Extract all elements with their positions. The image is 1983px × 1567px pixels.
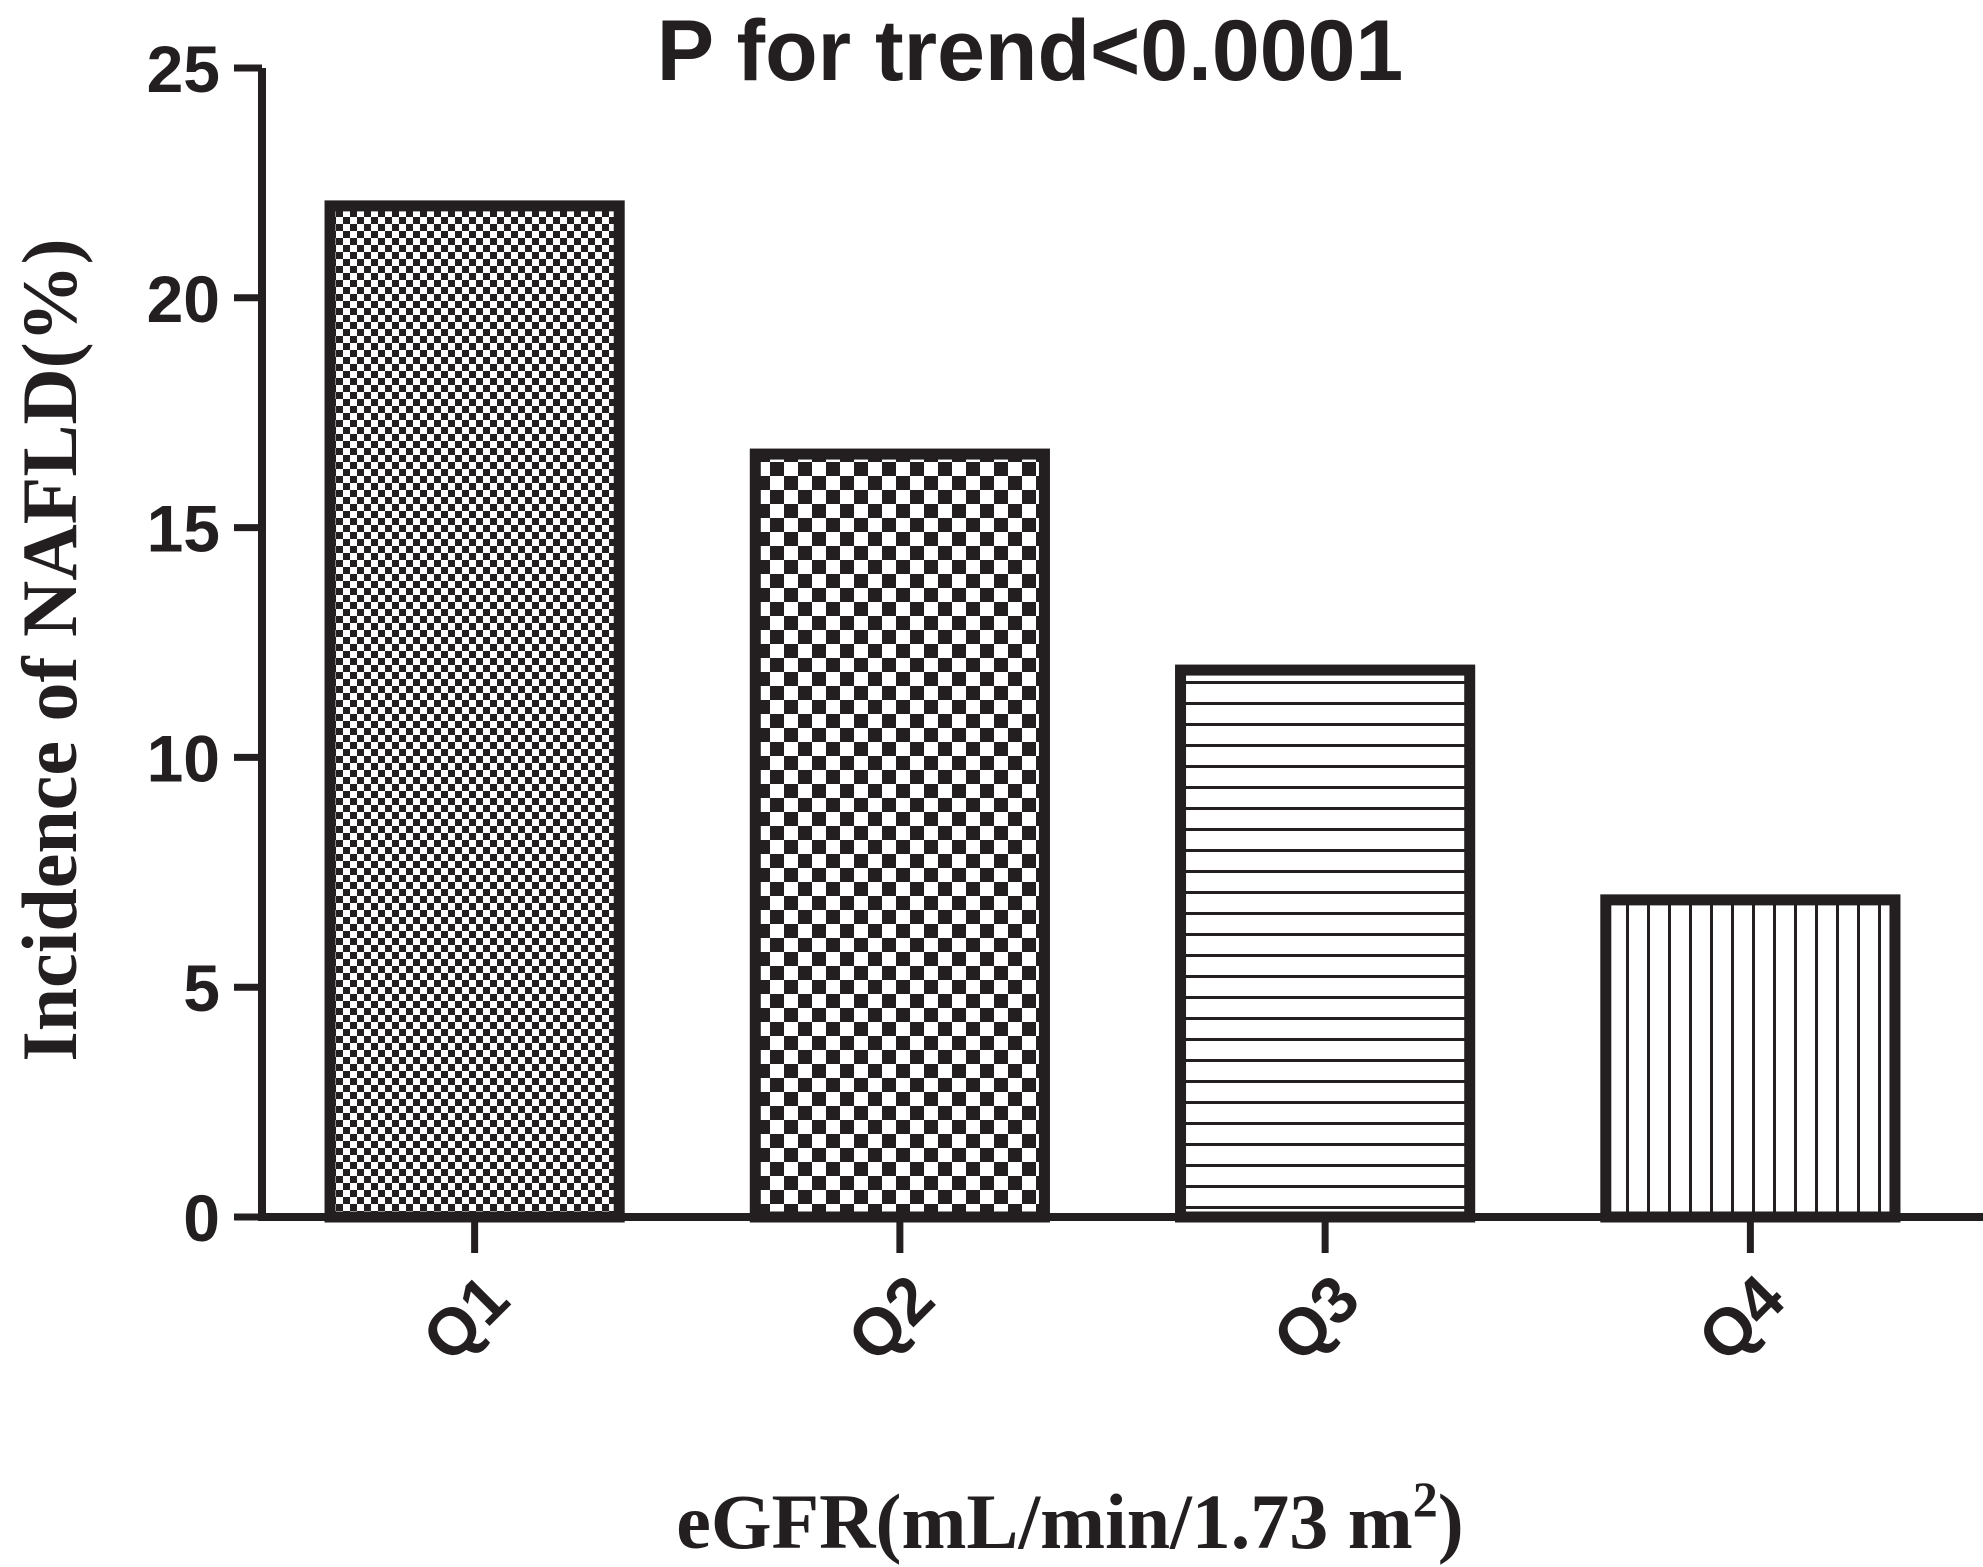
y-tick-label: 5: [183, 951, 220, 1025]
y-tick-label: 20: [147, 262, 220, 336]
x-axis-title-suffix: ): [1438, 1478, 1464, 1565]
plot-area: 0 5 10 15 20 25 Q1 Q2 Q3 Q4: [147, 32, 1983, 1375]
x-axis-title-main: eGFR(mL/min/1.73 m: [676, 1478, 1413, 1565]
y-tick-label: 25: [147, 32, 220, 106]
x-tick-label-q1: Q1: [408, 1261, 523, 1376]
bars: [324, 200, 1901, 1223]
x-tick-label-q3: Q3: [1258, 1261, 1373, 1376]
bar-q2: [749, 448, 1050, 1223]
y-tick-label: 15: [147, 492, 220, 566]
x-tick-label-q4: Q4: [1684, 1260, 1799, 1375]
x-tick-label-q2: Q2: [833, 1261, 948, 1376]
x-axis-title: eGFR(mL/min/1.73 m2): [676, 1471, 1464, 1565]
x-axis-ticks: Q1 Q2 Q3 Q4: [408, 1217, 1799, 1376]
y-axis-ticks: 0 5 10 15 20 25: [147, 32, 262, 1255]
bar-q1: [324, 200, 625, 1223]
chart-title: P for trend<0.0001: [657, 3, 1404, 99]
y-tick-label: 0: [183, 1181, 220, 1255]
bar-q3: [1175, 664, 1476, 1223]
y-axis-title: Incidence of NAFLD(%): [6, 238, 93, 1061]
bar-q4: [1600, 894, 1901, 1223]
y-tick-label: 10: [147, 721, 220, 795]
x-axis-title-superscript: 2: [1413, 1471, 1438, 1527]
